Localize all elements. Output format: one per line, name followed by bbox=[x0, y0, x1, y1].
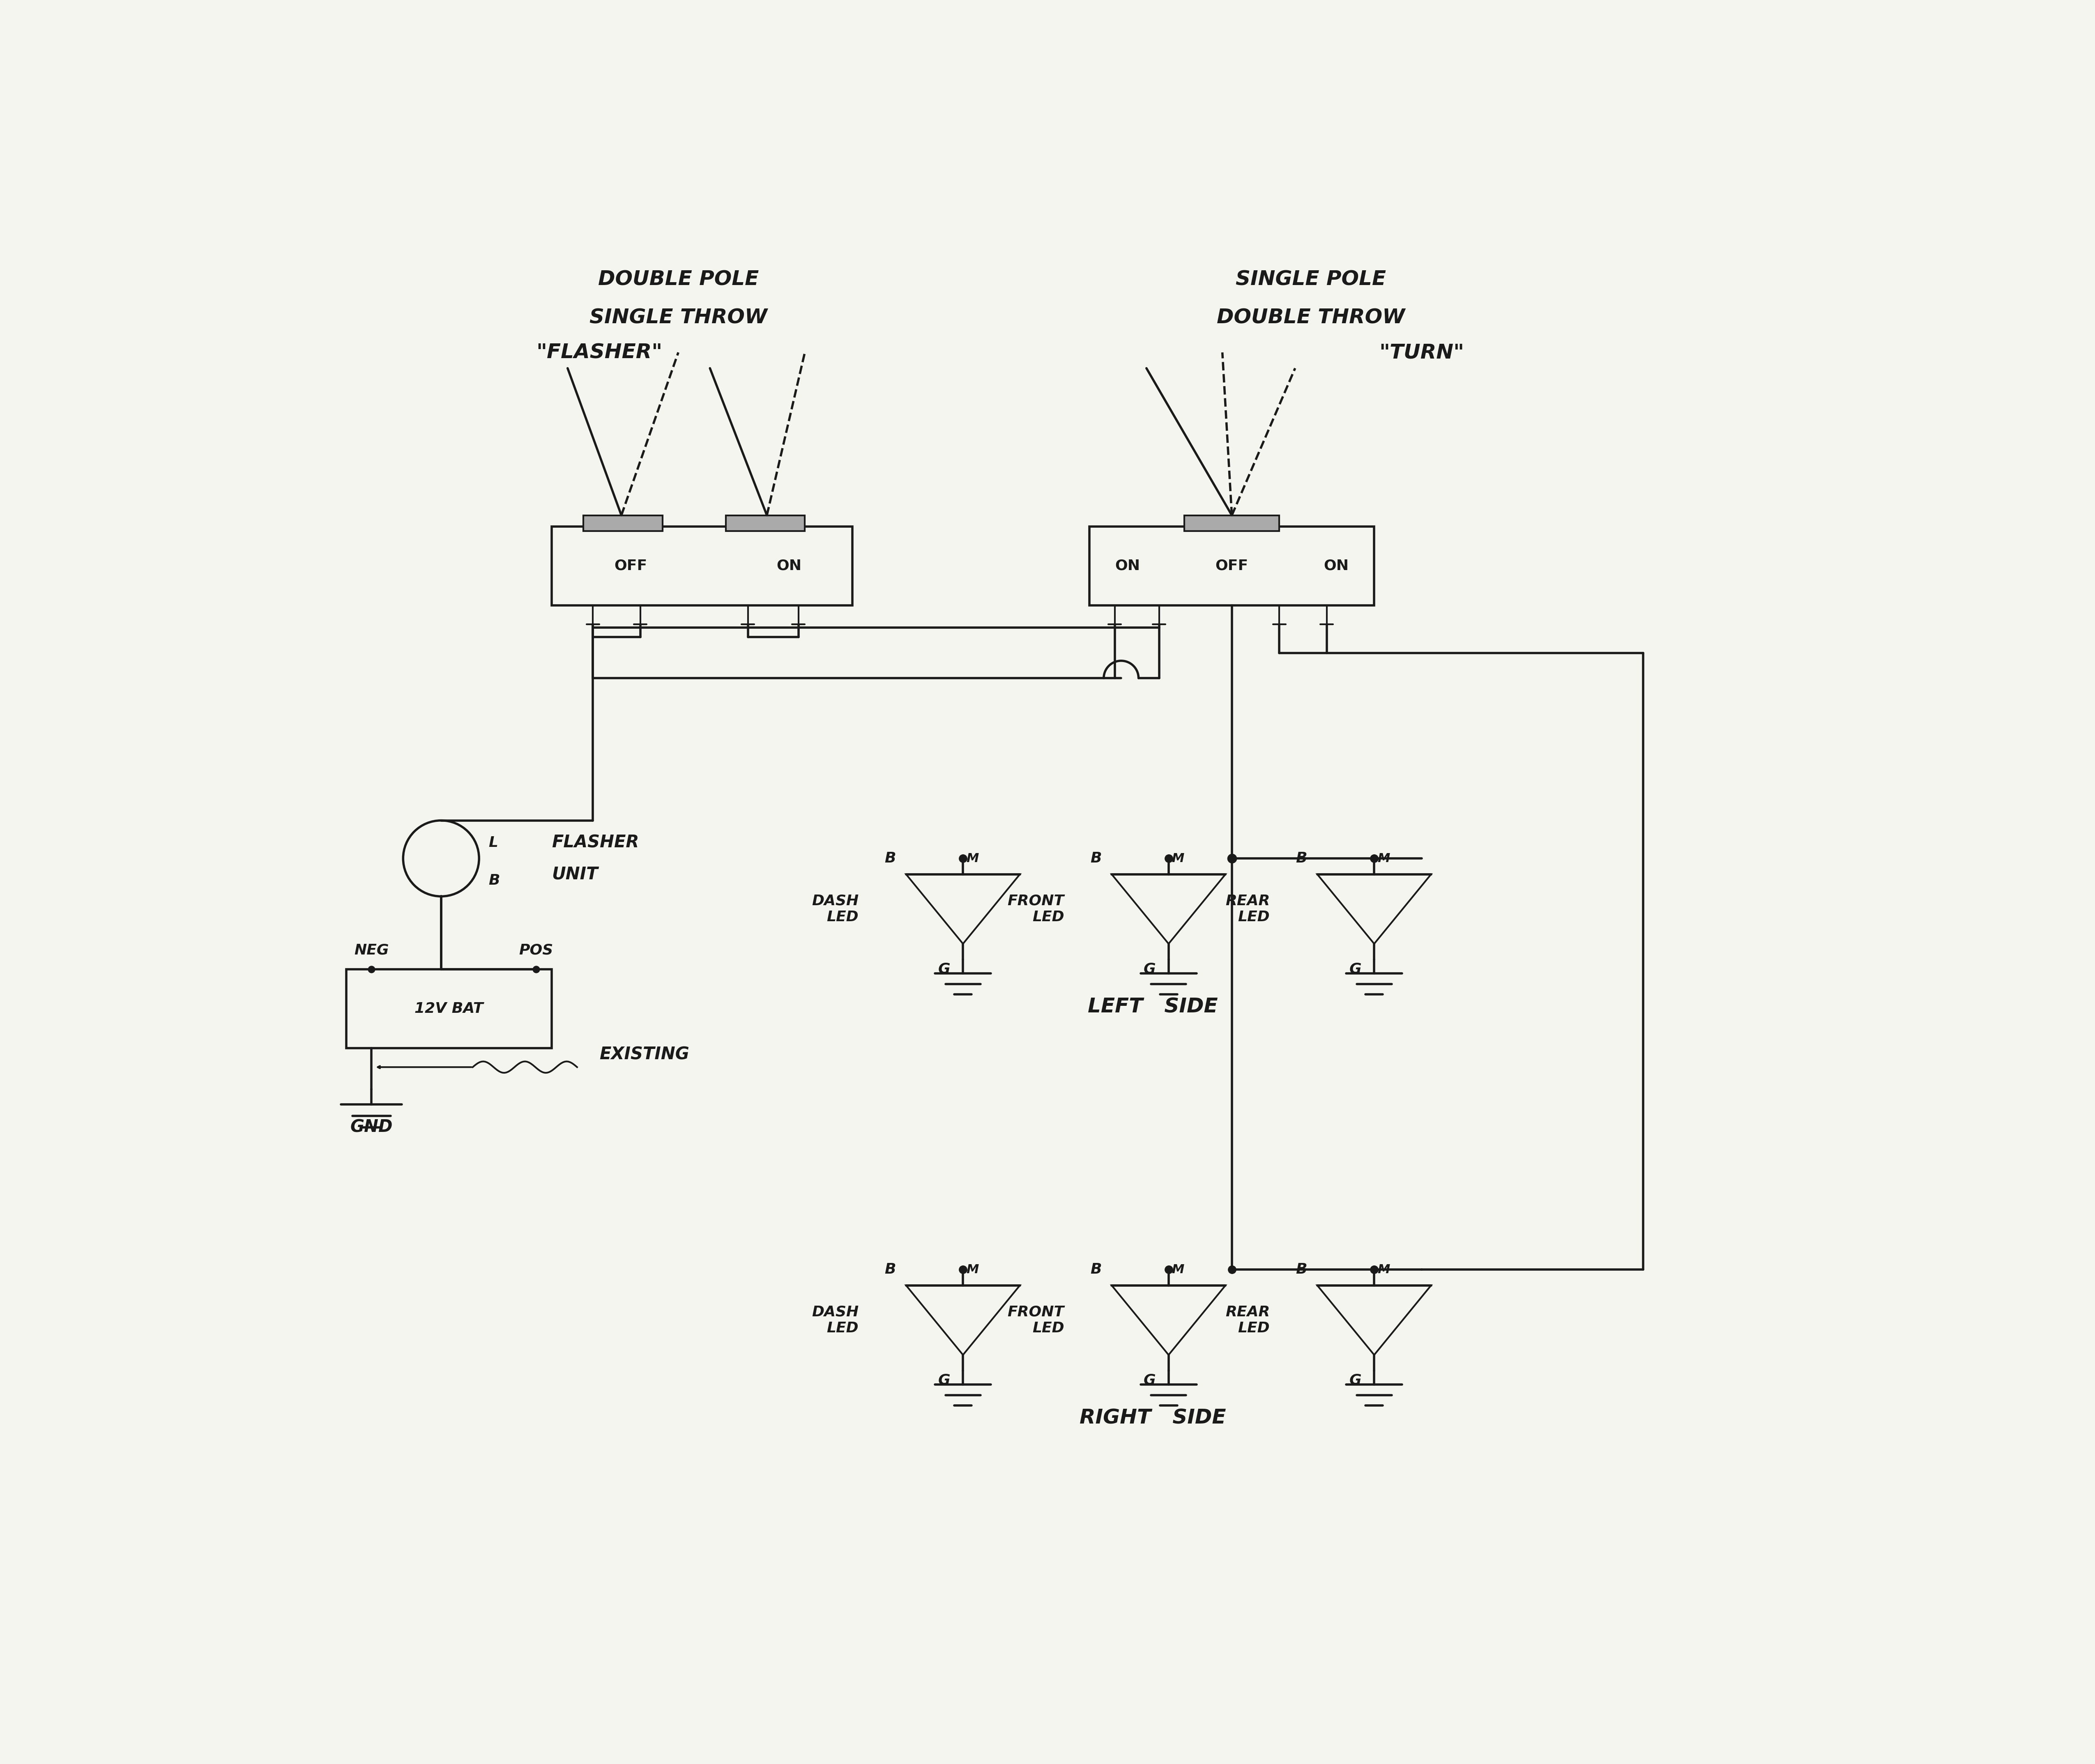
Text: M: M bbox=[1376, 1263, 1389, 1275]
Text: B: B bbox=[488, 873, 501, 887]
Text: G: G bbox=[1349, 1372, 1362, 1387]
Text: EXISTING: EXISTING bbox=[599, 1046, 689, 1064]
Bar bbox=[725, 515, 804, 531]
Text: FRONT
LED: FRONT LED bbox=[1008, 1305, 1064, 1335]
Bar bbox=[1184, 515, 1280, 531]
Text: G: G bbox=[939, 1372, 951, 1387]
Text: ON: ON bbox=[1324, 559, 1349, 573]
Text: M: M bbox=[1171, 852, 1184, 864]
Text: G: G bbox=[1144, 961, 1156, 975]
Text: B: B bbox=[1089, 1263, 1102, 1277]
Bar bbox=[582, 515, 662, 531]
Text: DOUBLE THROW: DOUBLE THROW bbox=[1217, 307, 1406, 328]
Text: RIGHT   SIDE: RIGHT SIDE bbox=[1079, 1408, 1226, 1429]
Text: B: B bbox=[884, 852, 897, 866]
Text: B: B bbox=[1089, 852, 1102, 866]
Text: REAR
LED: REAR LED bbox=[1226, 1305, 1270, 1335]
Bar bbox=[1089, 526, 1374, 605]
Text: DASH
LED: DASH LED bbox=[811, 1305, 859, 1335]
Text: ON: ON bbox=[1115, 559, 1140, 573]
Bar bbox=[551, 526, 853, 605]
Text: 12V BAT: 12V BAT bbox=[415, 1002, 484, 1016]
Text: M: M bbox=[966, 1263, 978, 1275]
Bar bbox=[346, 968, 551, 1048]
Text: B: B bbox=[1297, 852, 1307, 866]
Text: ON: ON bbox=[777, 559, 802, 573]
Text: GND: GND bbox=[350, 1118, 392, 1136]
Text: "FLASHER": "FLASHER" bbox=[536, 342, 662, 362]
Text: REAR
LED: REAR LED bbox=[1226, 894, 1270, 924]
Text: LEFT   SIDE: LEFT SIDE bbox=[1087, 997, 1217, 1016]
Text: POS: POS bbox=[520, 944, 553, 958]
Text: M: M bbox=[1171, 1263, 1184, 1275]
Text: L: L bbox=[488, 836, 499, 850]
Text: SINGLE THROW: SINGLE THROW bbox=[589, 307, 767, 328]
Text: G: G bbox=[1349, 961, 1362, 975]
Text: OFF: OFF bbox=[1215, 559, 1249, 573]
Text: DOUBLE POLE: DOUBLE POLE bbox=[597, 270, 758, 289]
Text: M: M bbox=[1376, 852, 1389, 864]
Text: FLASHER: FLASHER bbox=[551, 834, 639, 852]
Text: OFF: OFF bbox=[614, 559, 647, 573]
Text: G: G bbox=[939, 961, 951, 975]
Text: G: G bbox=[1144, 1372, 1156, 1387]
Text: SINGLE POLE: SINGLE POLE bbox=[1236, 270, 1387, 289]
Text: B: B bbox=[1297, 1263, 1307, 1277]
Text: FRONT
LED: FRONT LED bbox=[1008, 894, 1064, 924]
Text: UNIT: UNIT bbox=[551, 866, 597, 882]
Text: B: B bbox=[884, 1263, 897, 1277]
Text: M: M bbox=[966, 852, 978, 864]
Text: DASH
LED: DASH LED bbox=[811, 894, 859, 924]
Text: "TURN": "TURN" bbox=[1379, 342, 1464, 362]
Text: NEG: NEG bbox=[354, 944, 390, 958]
